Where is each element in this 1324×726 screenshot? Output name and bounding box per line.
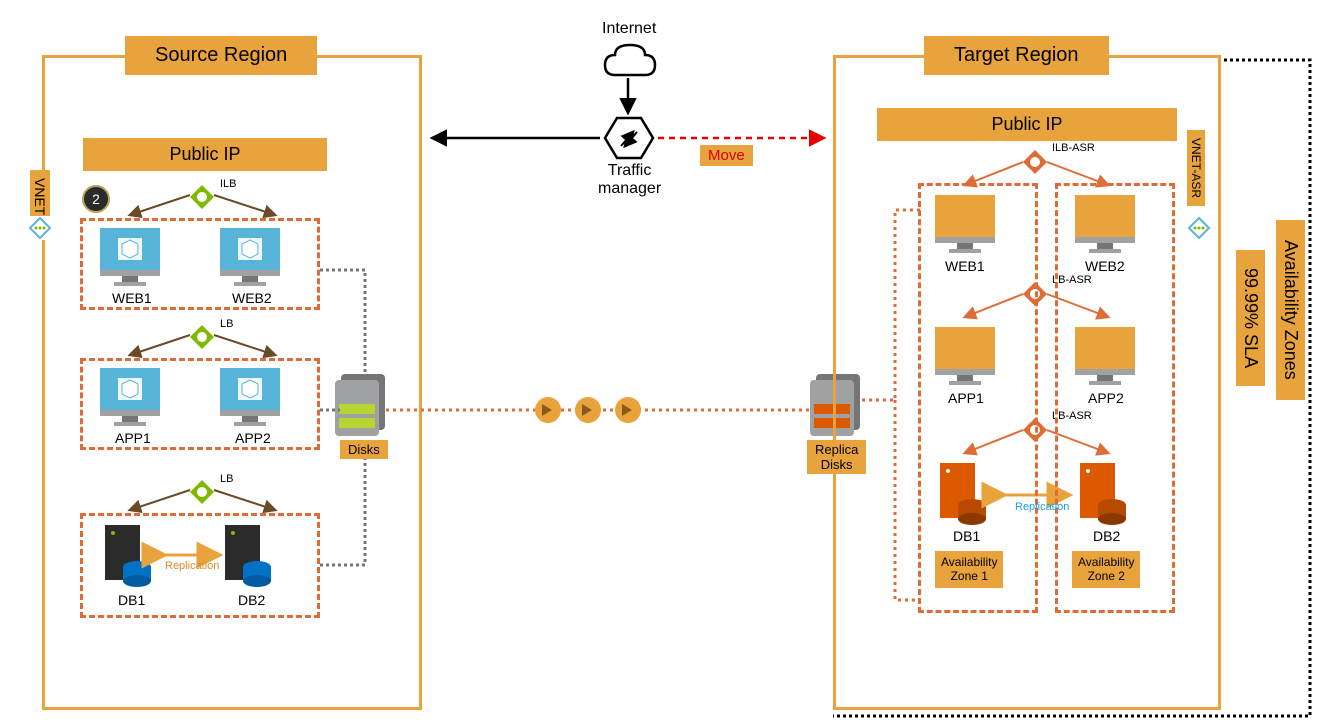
t-db1: DB1 (953, 528, 980, 544)
repl-label: Replication (165, 560, 219, 572)
app1-label: APP1 (115, 430, 151, 446)
ilb-asr-label: ILB-ASR (1052, 142, 1095, 154)
t-db2: DB2 (1093, 528, 1120, 544)
t-web2: WEB2 (1085, 258, 1125, 274)
replica-label: Replica Disks (807, 440, 866, 474)
lb-db-label: LB (220, 473, 233, 485)
disks-label: Disks (340, 440, 388, 459)
traffic-label: Traffic manager (598, 162, 661, 198)
lb-app-label: LB (220, 318, 233, 330)
t-app2: APP2 (1088, 390, 1124, 406)
web1-label: WEB1 (112, 290, 152, 306)
ilb-label: ILB (220, 178, 237, 190)
web2-label: WEB2 (232, 290, 272, 306)
az2-label: Availability Zone 2 (1072, 551, 1140, 588)
internet-label: Internet (602, 20, 656, 38)
target-publicip: Public IP (877, 108, 1177, 141)
t-app1: APP1 (948, 390, 984, 406)
t-repl: Replication (1015, 501, 1069, 513)
azones-label: Availability Zones (1276, 220, 1305, 400)
app2-label: APP2 (235, 430, 271, 446)
move-label: Move (700, 145, 753, 166)
t-web1: WEB1 (945, 258, 985, 274)
sla-label: 99.99% SLA (1236, 250, 1265, 386)
db1-label: DB1 (118, 592, 145, 608)
vnet-asr-label: VNET-ASR (1187, 130, 1205, 206)
target-title: Target Region (924, 36, 1109, 75)
db2-label: DB2 (238, 592, 265, 608)
az1-label: Availability Zone 1 (935, 551, 1003, 588)
